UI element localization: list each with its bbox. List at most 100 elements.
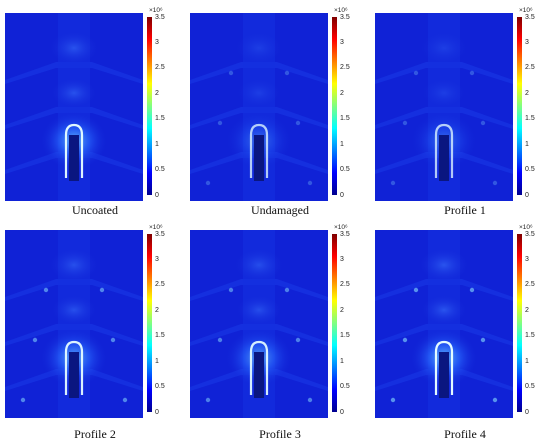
upper-glow	[48, 247, 100, 283]
terminal-rod	[254, 135, 264, 181]
stress-field-image	[375, 13, 513, 201]
hot-spot	[390, 180, 396, 186]
hot-spot	[480, 120, 486, 126]
colorbar-tick-label: 1.5	[340, 115, 350, 123]
stress-field-image	[5, 13, 143, 201]
colorbar-exponent: ×10⁶	[149, 7, 163, 14]
upper-glow	[233, 30, 285, 66]
colorbar-tick-label: 0	[340, 408, 344, 416]
colorbar	[147, 17, 152, 195]
colorbar-tick-label: 1.5	[155, 332, 165, 340]
colorbar-exponent: ×10⁶	[334, 224, 348, 231]
colorbar-tick-label: 0.5	[155, 383, 165, 391]
colorbar-tick-label: 1	[155, 140, 159, 148]
colorbar-tick-label: 2.5	[525, 281, 535, 289]
stress-field-image	[375, 230, 513, 418]
terminal-outline	[434, 123, 454, 178]
colorbar-tick-label: 3	[525, 255, 529, 263]
colorbar-tick-label: 2	[525, 306, 529, 314]
colorbar-tick-label: 3.5	[155, 13, 165, 21]
hot-spot	[284, 287, 290, 293]
colorbar-tick-label: 3	[340, 255, 344, 263]
panel-undamaged: ×10⁶ 3.5 3 2.5 2 1.5 1 0.5 0	[190, 5, 370, 225]
middle-glow	[50, 294, 98, 326]
hot-spot	[20, 397, 26, 403]
colorbar-tick-label: 1	[155, 357, 159, 365]
upper-glow	[418, 247, 470, 283]
caption-uncoated: Uncoated	[72, 203, 118, 217]
colorbar-tick-label: 0	[525, 408, 529, 416]
colorbar-tick-label: 0	[155, 191, 159, 199]
colorbar-exponent: ×10⁶	[519, 7, 533, 14]
hot-spot	[469, 70, 475, 76]
hot-spot	[217, 120, 223, 126]
hot-spot	[122, 397, 128, 403]
colorbar-tick-label: 0	[525, 191, 529, 199]
hot-spot	[110, 337, 116, 343]
stress-field-image	[190, 230, 328, 418]
colorbar-tick-label: 1.5	[525, 115, 535, 123]
colorbar-tick-label: 0.5	[155, 166, 165, 174]
colorbar-exponent: ×10⁶	[149, 224, 163, 231]
middle-glow	[50, 77, 98, 109]
middle-glow	[235, 77, 283, 109]
colorbar-tick-label: 3.5	[340, 230, 350, 238]
upper-glow	[48, 30, 100, 66]
panel-uncoated: ×10⁶ 3.5 3 2.5 2 1.5 1 0.5 0	[5, 5, 185, 225]
colorbar	[517, 234, 522, 412]
terminal-outline	[64, 123, 84, 178]
middle-glow	[235, 294, 283, 326]
caption-profile-2: Profile 2	[74, 427, 116, 441]
terminal-outline	[249, 340, 269, 395]
colorbar-tick-label: 3.5	[155, 230, 165, 238]
colorbar-tick-label: 3	[525, 38, 529, 46]
terminal-rod	[69, 352, 79, 398]
hot-spot	[228, 70, 234, 76]
panel-profile-1: ×10⁶ 3.5 3 2.5 2 1.5 1 0.5 0	[375, 5, 550, 225]
caption-profile-3: Profile 3	[259, 427, 301, 441]
panel-profile-4: ×10⁶ 3.5 3 2.5 2 1.5 1 0.5 0	[375, 222, 550, 442]
colorbar	[332, 17, 337, 195]
colorbar-exponent: ×10⁶	[334, 7, 348, 14]
hot-spot	[413, 70, 419, 76]
terminal-rod	[439, 352, 449, 398]
colorbar-tick-label: 0.5	[525, 383, 535, 391]
colorbar-tick-label: 2.5	[525, 64, 535, 72]
hot-spot	[32, 337, 38, 343]
colorbar-tick-label: 1	[340, 140, 344, 148]
colorbar-tick-label: 0.5	[340, 383, 350, 391]
colorbar-tick-label: 3	[155, 38, 159, 46]
hot-spot	[295, 337, 301, 343]
colorbar-tick-label: 1	[340, 357, 344, 365]
terminal-rod	[439, 135, 449, 181]
hot-spot	[295, 120, 301, 126]
colorbar-tick-label: 2.5	[155, 281, 165, 289]
hot-spot	[402, 120, 408, 126]
colorbar-tick-label: 1	[525, 357, 529, 365]
stress-field-image	[190, 13, 328, 201]
hot-spot	[402, 337, 408, 343]
middle-glow	[420, 294, 468, 326]
colorbar-tick-label: 3.5	[340, 13, 350, 21]
colorbar-tick-label: 2	[155, 306, 159, 314]
colorbar-tick-label: 0.5	[340, 166, 350, 174]
upper-glow	[418, 30, 470, 66]
hot-spot	[390, 397, 396, 403]
terminal-rod	[254, 352, 264, 398]
hot-spot	[284, 70, 290, 76]
hot-spot	[217, 337, 223, 343]
colorbar-tick-label: 3.5	[525, 13, 535, 21]
hot-spot	[469, 287, 475, 293]
colorbar-tick-label: 2.5	[155, 64, 165, 72]
hot-spot	[99, 287, 105, 293]
colorbar-tick-label: 0	[155, 408, 159, 416]
upper-glow	[233, 247, 285, 283]
terminal-rod	[69, 135, 79, 181]
caption-profile-1: Profile 1	[444, 203, 486, 217]
colorbar-tick-label: 2	[340, 89, 344, 97]
hot-spot	[413, 287, 419, 293]
colorbar	[147, 234, 152, 412]
hot-spot	[228, 287, 234, 293]
panel-profile-2: ×10⁶ 3.5 3 2.5 2 1.5 1 0.5 0	[5, 222, 185, 442]
colorbar-tick-label: 2.5	[340, 281, 350, 289]
